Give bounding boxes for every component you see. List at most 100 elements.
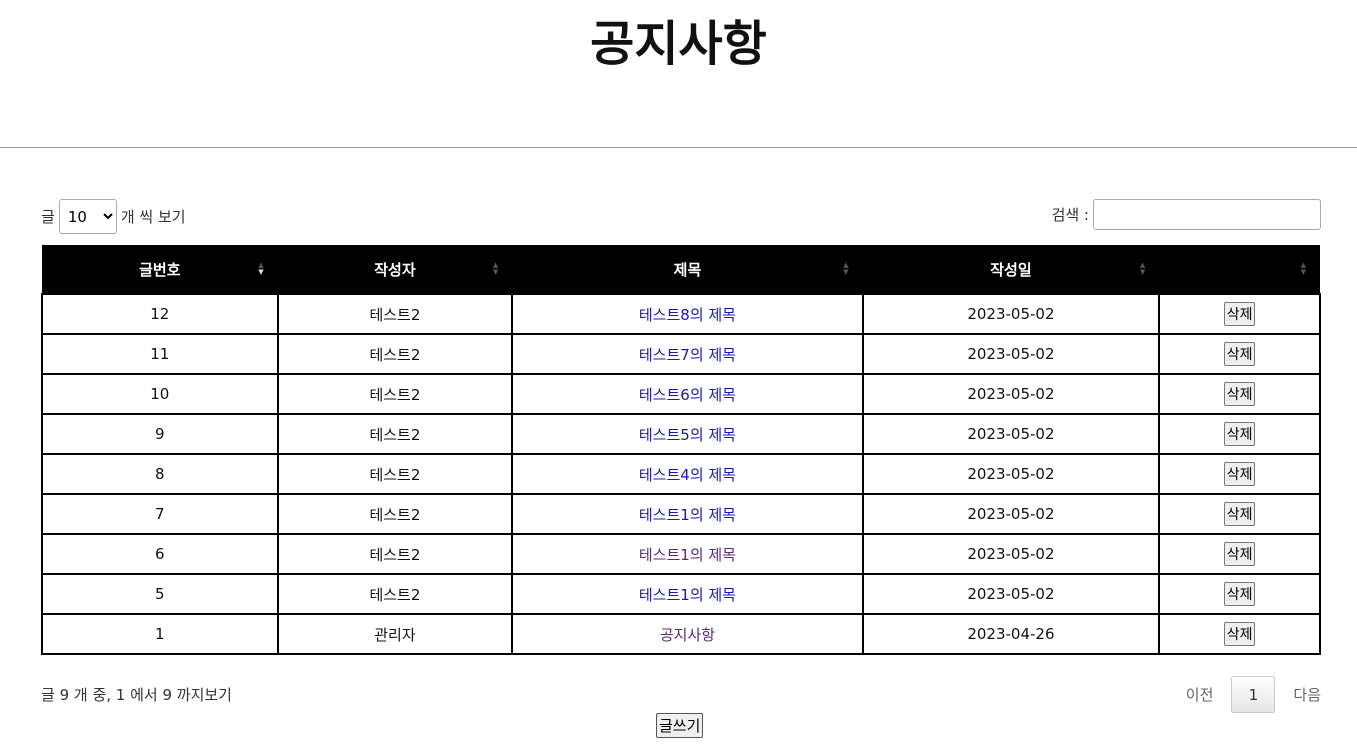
post-title-link[interactable]: 테스트6의 제목: [638, 385, 736, 404]
column-header-action[interactable]: ▲ ▼: [1159, 245, 1320, 294]
column-header-label: 제목: [673, 260, 702, 279]
delete-button[interactable]: 삭제: [1223, 382, 1256, 406]
post-title-link[interactable]: 테스트1의 제목: [638, 545, 736, 564]
length-prefix: 글: [41, 208, 55, 226]
delete-button[interactable]: 삭제: [1223, 342, 1256, 366]
post-date: 2023-04-26: [967, 625, 1055, 643]
column-header-no[interactable]: 글번호 ▲ ▼: [42, 245, 278, 294]
table-header-row: 글번호 ▲ ▼ 작성자 ▲ ▼ 제목 ▲ ▼ 작성일 ▲ ▼ ▲ ▼: [42, 245, 1320, 294]
delete-button[interactable]: 삭제: [1223, 582, 1256, 606]
post-author: 테스트2: [369, 585, 421, 604]
column-header-label: 글번호: [139, 260, 181, 279]
post-title-link[interactable]: 테스트8의 제목: [638, 305, 736, 324]
post-title-link[interactable]: 테스트7의 제목: [638, 345, 736, 364]
delete-button[interactable]: 삭제: [1223, 502, 1256, 526]
cell-date: 2023-05-02: [861, 493, 1161, 535]
sort-icon: ▲ ▼: [1139, 261, 1146, 276]
page-length-control: 글 10 개 씩 보기: [41, 199, 186, 234]
column-header-title[interactable]: 제목 ▲ ▼: [512, 245, 863, 294]
cell-author: 테스트2: [276, 493, 514, 535]
cell-no: 6: [41, 533, 279, 575]
cell-action: 삭제: [1158, 413, 1321, 455]
post-title-link[interactable]: 테스트1의 제목: [638, 505, 736, 524]
page-length-select[interactable]: 10: [58, 199, 117, 234]
post-title-link[interactable]: 공지사항: [659, 625, 716, 644]
cell-title: 공지사항: [511, 613, 864, 655]
table-row: 6 테스트2 테스트1의 제목 2023-05-02 삭제: [41, 533, 1321, 575]
cell-title: 테스트1의 제목: [511, 533, 864, 575]
cell-no: 10: [41, 373, 279, 415]
divider: [0, 147, 1357, 148]
delete-button[interactable]: 삭제: [1223, 302, 1256, 326]
cell-no: 8: [41, 453, 279, 495]
cell-action: 삭제: [1158, 613, 1321, 655]
sort-icon: ▲ ▼: [492, 261, 499, 276]
cell-date: 2023-05-02: [861, 293, 1161, 335]
cell-author: 테스트2: [276, 373, 514, 415]
cell-author: 테스트2: [276, 573, 514, 615]
cell-title: 테스트1의 제목: [511, 493, 864, 535]
table-row: 1 관리자 공지사항 2023-04-26 삭제: [41, 613, 1321, 655]
post-date: 2023-05-02: [967, 465, 1055, 483]
table-row: 10 테스트2 테스트6의 제목 2023-05-02 삭제: [41, 373, 1321, 415]
cell-title: 테스트8의 제목: [511, 293, 864, 335]
search-label: 검색 :: [1051, 206, 1089, 224]
table-row: 11 테스트2 테스트7의 제목 2023-05-02 삭제: [41, 333, 1321, 375]
column-header-label: 작성자: [374, 260, 416, 279]
post-date: 2023-05-02: [967, 585, 1055, 603]
post-author: 테스트2: [369, 465, 421, 484]
cell-date: 2023-05-02: [861, 373, 1161, 415]
post-title-link[interactable]: 테스트5의 제목: [638, 425, 736, 444]
page-button-current[interactable]: 1: [1231, 676, 1276, 713]
delete-button[interactable]: 삭제: [1223, 622, 1256, 646]
post-date: 2023-05-02: [967, 425, 1055, 443]
delete-button[interactable]: 삭제: [1223, 422, 1256, 446]
post-author: 관리자: [374, 625, 416, 644]
notice-table: 글번호 ▲ ▼ 작성자 ▲ ▼ 제목 ▲ ▼ 작성일 ▲ ▼ ▲ ▼ 12 테스트2 테스트8…: [41, 245, 1321, 655]
cell-title: 테스트4의 제목: [511, 453, 864, 495]
cell-action: 삭제: [1158, 533, 1321, 575]
post-author: 테스트2: [369, 385, 421, 404]
post-date: 2023-05-02: [967, 345, 1055, 363]
post-author: 테스트2: [369, 345, 421, 364]
cell-action: 삭제: [1158, 373, 1321, 415]
cell-no: 9: [41, 413, 279, 455]
post-title-link[interactable]: 테스트4의 제목: [638, 465, 736, 484]
post-author: 테스트2: [369, 505, 421, 524]
cell-action: 삭제: [1158, 333, 1321, 375]
delete-button[interactable]: 삭제: [1223, 542, 1256, 566]
write-button[interactable]: 글쓰기: [656, 713, 704, 738]
post-number: 1: [155, 625, 165, 643]
cell-no: 5: [41, 573, 279, 615]
column-header-date[interactable]: 작성일 ▲ ▼: [862, 245, 1160, 294]
post-author: 테스트2: [369, 545, 421, 564]
table-row: 5 테스트2 테스트1의 제목 2023-05-02 삭제: [41, 573, 1321, 615]
post-number: 12: [150, 305, 170, 323]
cell-author: 테스트2: [276, 293, 514, 335]
cell-no: 7: [41, 493, 279, 535]
next-button[interactable]: 다음: [1293, 686, 1321, 704]
table-row: 12 테스트2 테스트8의 제목 2023-05-02 삭제: [41, 293, 1321, 335]
cell-author: 관리자: [276, 613, 514, 655]
page-title: 공지사항: [590, 16, 767, 72]
sort-icon: ▲ ▼: [1300, 261, 1306, 276]
column-header-label: 작성일: [990, 260, 1032, 279]
cell-action: 삭제: [1158, 493, 1321, 535]
post-number: 10: [150, 385, 170, 403]
cell-author: 테스트2: [276, 533, 514, 575]
table-row: 9 테스트2 테스트5의 제목 2023-05-02 삭제: [41, 413, 1321, 455]
search-input[interactable]: [1093, 199, 1321, 230]
cell-date: 2023-05-02: [861, 333, 1161, 375]
delete-button[interactable]: 삭제: [1223, 462, 1256, 486]
post-title-link[interactable]: 테스트1의 제목: [638, 585, 736, 604]
cell-date: 2023-05-02: [861, 573, 1161, 615]
prev-button[interactable]: 이전: [1185, 686, 1214, 704]
cell-author: 테스트2: [276, 333, 514, 375]
post-number: 6: [155, 545, 165, 563]
table-body: 12 테스트2 테스트8의 제목 2023-05-02 삭제 11 테스트2 테스트7의 제목…: [41, 293, 1321, 655]
post-number: 8: [155, 465, 165, 483]
column-header-author[interactable]: 작성자 ▲ ▼: [277, 245, 513, 294]
cell-no: 1: [41, 613, 279, 655]
post-date: 2023-05-02: [967, 505, 1055, 523]
cell-date: 2023-05-02: [861, 533, 1161, 575]
